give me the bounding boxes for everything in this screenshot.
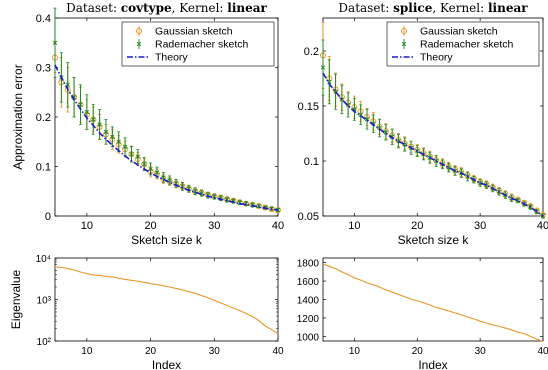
chart-title: Dataset: splice, Kernel: linear <box>338 1 528 15</box>
legend-gaussian-sketch-marker <box>400 27 408 35</box>
theory-line <box>322 72 544 217</box>
legend-gaussian-sketch-marker <box>135 27 143 35</box>
x-axis-label: Sketch size k <box>398 233 470 247</box>
plot-area <box>54 257 279 342</box>
x-tick-label: 40 <box>537 220 548 232</box>
x-tick-label: 20 <box>412 346 424 357</box>
covtype-eigenvalue-chart: 10 20 30 40 10² 10³ 10⁴ Index Eigenvalue <box>9 254 284 370</box>
y-tick-label: 10⁴ <box>36 254 51 265</box>
x-tick-label: 10 <box>349 346 361 357</box>
x-tick-label: 40 <box>272 220 284 232</box>
x-tick-label: 40 <box>272 346 284 357</box>
rademacher-sketch-point <box>161 175 166 180</box>
x-tick-label: 30 <box>208 220 220 232</box>
theory-line <box>54 64 279 211</box>
x-tick-label: 30 <box>209 346 221 357</box>
y-tick-label: 0.2 <box>304 46 319 58</box>
y-tick-label: 0.4 <box>36 13 51 25</box>
y-tick-label: 10³ <box>37 296 52 307</box>
x-tick-label: 20 <box>144 220 156 232</box>
rademacher-sketch-point <box>91 117 96 122</box>
legend-gaussian-sketch-label: Gaussian sketch <box>155 26 233 38</box>
title-part: covtype <box>121 1 172 15</box>
rademacher-sketch-point <box>129 151 134 157</box>
legend-rademacher-sketch-label: Rademacher sketch <box>420 39 514 51</box>
rademacher-sketch-point <box>78 102 83 107</box>
y-tick-label: 1800 <box>297 259 320 270</box>
splice-eigenvalue-chart: 10 20 30 40 1000 1200 1400 1600 1800 Index <box>297 257 548 370</box>
eigenvalue-line <box>54 266 279 335</box>
y-tick-label: 0.1 <box>304 156 319 168</box>
legend-theory-label: Theory <box>155 52 188 64</box>
title-part: , Kernel: <box>432 1 488 15</box>
rademacher-sketch-point <box>116 139 121 144</box>
y-tick-label: 0.15 <box>298 101 319 113</box>
y-tick-label: 0.3 <box>36 63 51 75</box>
splice-error-chart: 10 20 30 40 0.05 0.1 0.15 0.2 Sketch size k Datas… <box>298 1 548 247</box>
y-tick-label: 1600 <box>297 277 320 288</box>
x-tick-label: 30 <box>475 346 487 357</box>
x-tick-label: 40 <box>537 346 548 357</box>
x-axis-label: Index <box>152 358 181 370</box>
x-axis-label: Sketch size k <box>131 233 203 247</box>
rademacher-sketch-point <box>52 40 58 45</box>
y-axis-label: Approximation error <box>11 64 25 169</box>
x-tick-label: 10 <box>81 220 93 232</box>
covtype-error-chart: 10 20 30 40 0 0.1 0.2 0.3 0.4 Sketch size k Approx… <box>11 1 284 247</box>
rademacher-sketch-point <box>122 144 128 149</box>
legend-rademacher-sketch-marker <box>401 41 407 47</box>
y-tick-label: 0.05 <box>298 211 319 223</box>
title-part: Dataset: <box>66 1 121 15</box>
legend-box <box>386 21 540 67</box>
rademacher-sketch-point <box>103 129 109 135</box>
title-part: Dataset: <box>338 1 393 15</box>
title-part: splice <box>393 1 433 15</box>
y-tick-label: 0.2 <box>36 112 51 124</box>
chart-title: Dataset: covtype, Kernel: linear <box>66 1 267 15</box>
y-tick-label: 0.1 <box>36 162 51 174</box>
x-tick-label: 30 <box>474 220 486 232</box>
y-tick-label: 0 <box>45 211 51 223</box>
plot-area <box>322 257 544 342</box>
rademacher-sketch-point <box>142 161 147 167</box>
x-axis-label: Index <box>418 358 447 370</box>
x-tick-label: 20 <box>145 346 157 357</box>
rademacher-sketch-point <box>148 166 153 172</box>
title-part: linear <box>227 1 267 15</box>
y-tick-label: 1000 <box>297 332 320 343</box>
legend-theory-label: Theory <box>420 52 453 64</box>
legend-gaussian-sketch-label: Gaussian sketch <box>420 26 498 38</box>
y-tick-label: 1200 <box>297 314 320 325</box>
rademacher-sketch-point <box>154 170 160 175</box>
x-tick-label: 10 <box>81 346 93 357</box>
x-tick-label: 10 <box>348 220 360 232</box>
y-tick-label: 10² <box>37 337 52 348</box>
legend-rademacher-sketch-marker <box>136 41 142 47</box>
legend-box <box>121 21 275 67</box>
title-part: linear <box>488 1 528 15</box>
y-tick-label: 1400 <box>297 296 320 307</box>
rademacher-sketch-point <box>339 97 345 102</box>
rademacher-sketch-point <box>135 154 140 159</box>
title-part: , Kernel: <box>172 1 228 15</box>
x-tick-label: 20 <box>411 220 423 232</box>
rademacher-sketch-point <box>320 65 326 70</box>
rademacher-sketch-point <box>84 109 90 115</box>
eigenvalue-line <box>322 263 544 342</box>
legend-rademacher-sketch-label: Rademacher sketch <box>155 39 249 51</box>
rademacher-sketch-point <box>110 134 115 139</box>
y-axis-label: Eigenvalue <box>9 269 23 329</box>
rademacher-sketch-point <box>97 122 102 127</box>
